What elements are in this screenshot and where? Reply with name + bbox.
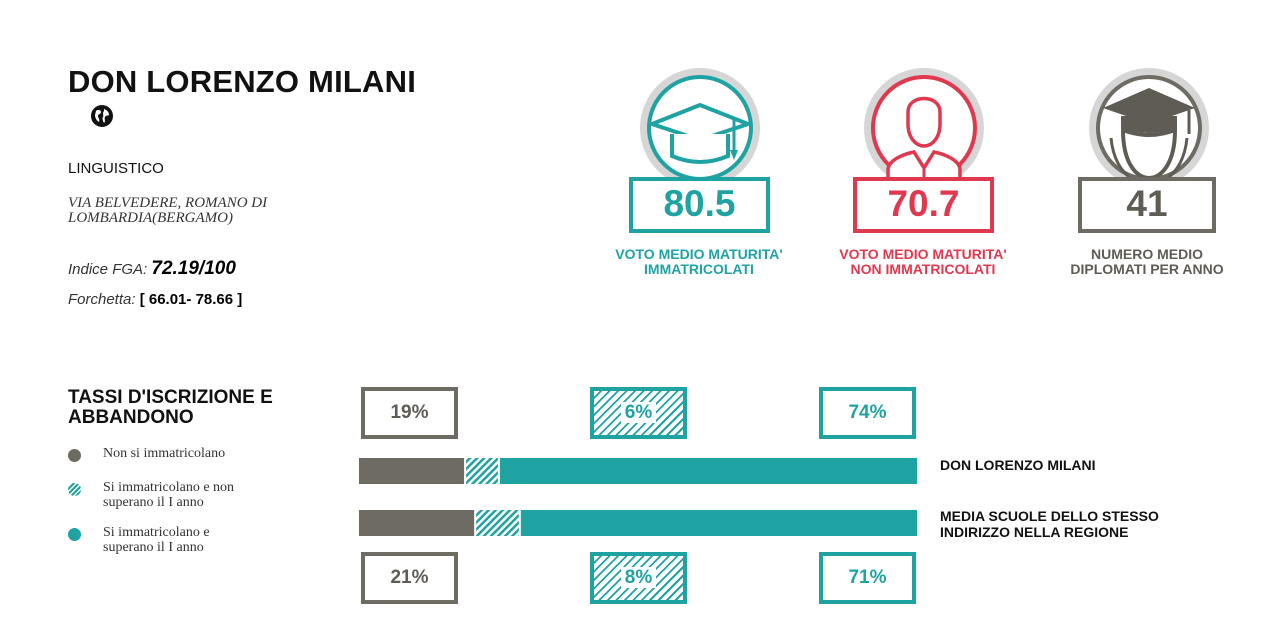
stat-caption-diplomati: NUMERO MEDIO DIPLOMATI PER ANNO	[1070, 246, 1224, 277]
bar-segment-region-1	[476, 510, 519, 536]
globe-icon[interactable]	[89, 103, 115, 129]
pct-label-school-non-immatricolano: 19%	[361, 387, 458, 439]
pct-label-region-non-superano: 8%	[590, 552, 687, 604]
legend-dot-solid-teal	[68, 528, 81, 541]
index-label: Indice FGA:	[68, 261, 148, 278]
index-row: Indice FGA: 72.19/100	[68, 258, 236, 280]
school-type: LINGUISTICO	[68, 160, 164, 177]
pct-label-region-superano: 71%	[819, 552, 916, 604]
fork-row: Forchetta: [ 66.01- 78.66 ]	[68, 291, 242, 308]
graduation-cap-icon	[640, 68, 760, 188]
bar-label-region-average: MEDIA SCUOLE DELLO STESSO INDIRIZZO NELLA…	[940, 508, 1159, 540]
bar-segment-school-2	[499, 458, 917, 484]
stat-value-diplomati: 41	[1078, 177, 1216, 233]
stat-caption-non-immatricolati: VOTO MEDIO MATURITA' NON IMMATRICOLATI	[839, 246, 1007, 277]
pct-label-region-non-immatricolano: 21%	[361, 552, 458, 604]
pct-label-school-non-superano: 6%	[590, 387, 687, 439]
bar-segment-school-1	[466, 458, 498, 484]
stat-caption-immatricolati: VOTO MEDIO MATURITA' IMMATRICOLATI	[615, 246, 783, 277]
school-name: DON LORENZO MILANI	[68, 64, 417, 99]
bar-label-school: DON LORENZO MILANI	[940, 457, 1096, 473]
bar-segment-school-0	[359, 458, 465, 484]
pct-label-school-superano: 74%	[819, 387, 916, 439]
section-title: TASSI D'ISCRIZIONE E ABBANDONO	[68, 387, 273, 428]
bar-segment-region-0	[359, 510, 475, 536]
bar-segment-region-2	[520, 510, 917, 536]
legend-dot-hatched-teal	[68, 483, 81, 496]
fork-value: [ 66.01- 78.66 ]	[139, 291, 243, 308]
stat-value-non-immatricolati: 70.7	[853, 177, 994, 233]
stat-value-immatricolati: 80.5	[629, 177, 770, 233]
index-value: 72.19/100	[151, 258, 236, 279]
legend-dot-solid-gray	[68, 449, 81, 462]
fork-label: Forchetta:	[68, 291, 136, 308]
school-address: VIA BELVEDERE, ROMANO DI LOMBARDIA(BERGA…	[68, 195, 268, 226]
graduate-icon	[1089, 68, 1209, 188]
